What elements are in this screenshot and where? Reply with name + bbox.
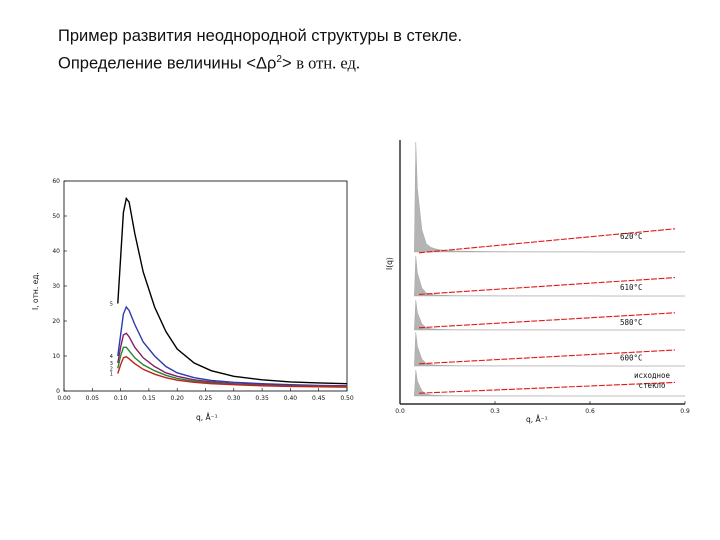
series-label-1: 1 <box>110 372 113 378</box>
scatter-area-2 <box>414 299 685 331</box>
fit-line-0 <box>418 228 676 254</box>
y-tick-label: 40 <box>52 248 60 255</box>
series-label-2: 2 <box>110 366 113 372</box>
series-label-5: 5 <box>110 302 113 308</box>
x-tick-label: 0.25 <box>199 395 213 402</box>
scatter-area-3 <box>414 331 685 367</box>
slide-title: Пример развития неоднородной структуры в… <box>58 24 698 76</box>
x-axis-label: q, Å⁻¹ <box>526 415 548 424</box>
y-axis-ticks: 0 10 20 30 40 50 60 <box>52 178 67 395</box>
y-tick-label: 30 <box>52 283 60 290</box>
y-tick-label: 60 <box>52 178 60 185</box>
y-axis-label: I(q) <box>385 257 394 270</box>
x-tick-label: 0.6 <box>585 408 595 415</box>
x-axis-ticks: 0.0 0.3 0.6 0.9 <box>395 401 690 415</box>
scatter-area-4 <box>414 369 685 397</box>
x-tick-label: 0.45 <box>312 395 326 402</box>
x-tick-label: 0.20 <box>171 395 185 402</box>
y-tick-label: 20 <box>52 318 60 325</box>
series-label-4: исходное стекло <box>634 371 671 390</box>
y-axis-label: I, отн. ед. <box>31 272 40 310</box>
scattering-series: 620°C 610°C 580°C 600°C исходное стекло <box>414 141 686 397</box>
series-line-1 <box>117 355 348 388</box>
y-tick-label: 10 <box>52 353 60 360</box>
series-label-3: 600°C <box>620 354 643 363</box>
fit-line-4 <box>418 381 676 394</box>
x-tick-label: 0.05 <box>86 395 100 402</box>
y-tick-label: 50 <box>52 213 60 220</box>
fit-line-3 <box>418 349 676 365</box>
title-line-2-prefix: Определение величины <Δρ <box>58 54 277 73</box>
x-tick-label: 0.3 <box>490 408 500 415</box>
x-tick-label: 0.35 <box>255 395 269 402</box>
title-line-2: Определение величины <Δρ2> в отн. ед. <box>58 48 698 76</box>
series-label-0: 620°C <box>620 232 643 241</box>
series-lines <box>117 196 348 388</box>
series-line-4 <box>117 305 348 387</box>
scatter-area-0 <box>414 141 686 253</box>
x-axis-ticks: 0.00 0.05 0.10 0.15 0.20 0.25 0.30 0.35 0.40 0.45… <box>57 388 354 402</box>
title-line-1: Пример развития неоднородной структуры в… <box>58 27 463 45</box>
series-label-4: 4 <box>110 354 113 360</box>
x-tick-label: 0.50 <box>340 395 354 402</box>
y-tick-label: 0 <box>56 388 60 395</box>
x-axis-label: q, Å⁻¹ <box>196 413 218 422</box>
series-label-line-1: исходное <box>634 371 671 380</box>
x-tick-label: 0.15 <box>142 395 156 402</box>
title-line-2-sup: 2 <box>276 54 282 65</box>
fit-line-2 <box>418 312 676 329</box>
series-label-2: 580°C <box>620 318 643 327</box>
series-line-5 <box>117 196 348 385</box>
scatter-area-1 <box>414 255 685 297</box>
x-tick-label: 0.0 <box>395 408 405 415</box>
title-line-2-serif: в отн. ед. <box>296 53 361 73</box>
x-tick-label: 0.40 <box>284 395 298 402</box>
x-tick-label: 0.00 <box>57 395 71 402</box>
x-tick-label: 0.30 <box>227 395 241 402</box>
series-label-3: 3 <box>110 361 113 367</box>
title-line-2-mid: > <box>281 54 297 73</box>
plot-frame <box>63 180 348 392</box>
series-label-1: 610°C <box>620 283 643 292</box>
x-tick-label: 0.10 <box>114 395 128 402</box>
series-label-line-2: стекло <box>638 381 666 390</box>
x-tick-label: 0.9 <box>680 408 690 415</box>
series-line-3 <box>117 332 348 387</box>
fit-line-1 <box>418 277 676 295</box>
